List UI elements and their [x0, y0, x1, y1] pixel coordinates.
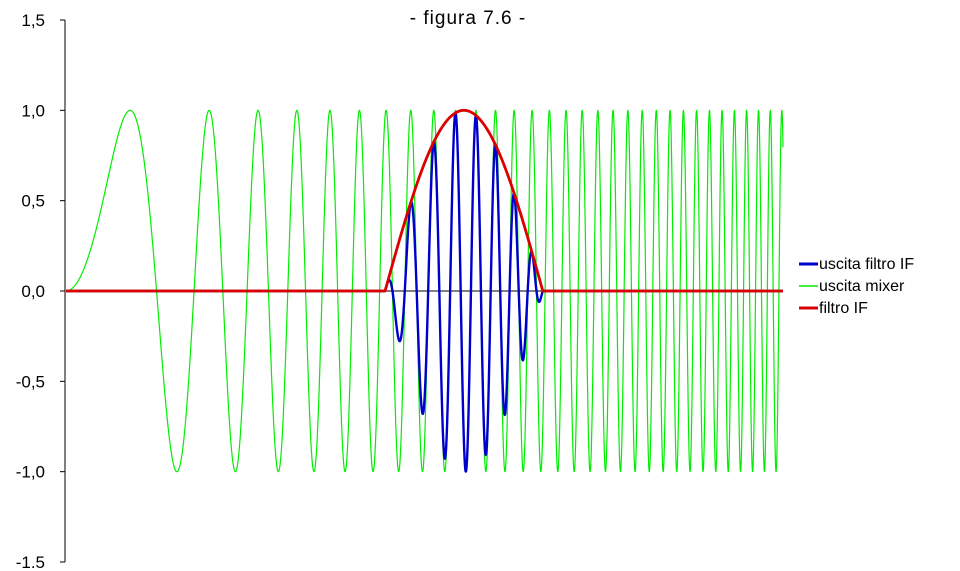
series-group — [64, 108, 785, 473]
legend: uscita filtro IF uscita mixer filtro IF — [799, 256, 914, 317]
y-tick-label: 1,5 — [21, 11, 45, 30]
series-line-uscita-mixer — [65, 109, 784, 473]
y-tick-label: 0,5 — [21, 192, 45, 211]
series-line-filtro-if — [64, 108, 785, 293]
legend-label: uscita mixer — [819, 278, 905, 295]
chart-title: - figura 7.6 - — [410, 8, 526, 29]
legend-label: uscita filtro IF — [819, 256, 914, 273]
y-tick-label: -0,5 — [16, 372, 45, 391]
y-tick-label: -1.5 — [16, 553, 45, 571]
legend-label: filtro IF — [819, 300, 868, 317]
y-tick-label: -1,0 — [16, 463, 45, 482]
y-tick-label: 0,0 — [21, 282, 45, 301]
y-tick-label: 1,0 — [21, 101, 45, 120]
y-axis: 1,5 1,0 0,5 0,0 -0,5 -1,0 -1.5 — [16, 11, 66, 571]
